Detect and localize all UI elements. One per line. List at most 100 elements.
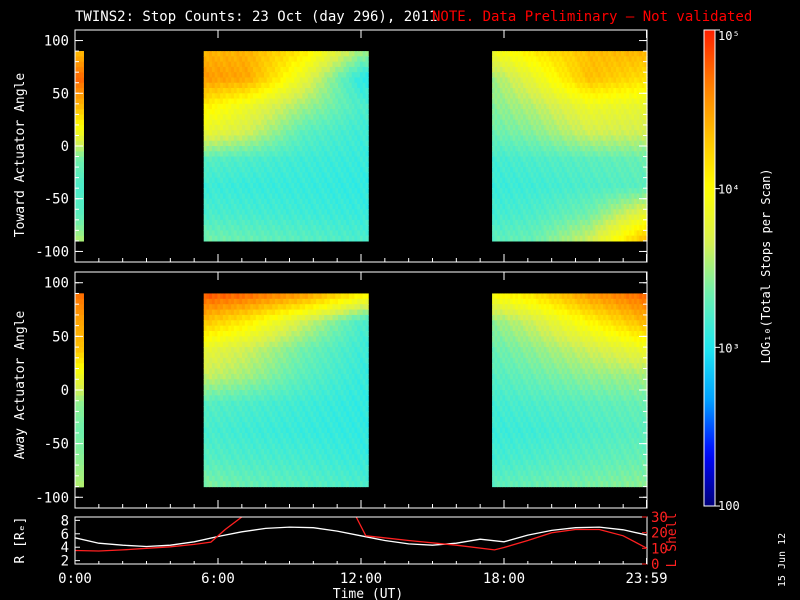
heatmap-cell — [211, 204, 216, 210]
heatmap-cell — [321, 124, 325, 131]
heatmap-cell — [294, 167, 298, 173]
heatmap-cell — [365, 219, 369, 226]
heatmap-cell — [533, 88, 537, 94]
heatmap-cell — [535, 209, 540, 216]
heatmap-cell — [250, 119, 254, 126]
heatmap-cell — [274, 235, 279, 242]
heatmap-cell — [354, 167, 358, 173]
heatmap-cell — [340, 98, 345, 105]
heatmap-cell — [497, 219, 501, 226]
heatmap-cell — [525, 130, 529, 137]
heatmap-cell — [220, 198, 224, 205]
heatmap-cell — [274, 230, 279, 237]
heatmap-cell — [359, 140, 364, 147]
heatmap-cell — [239, 61, 243, 68]
heatmap-cell — [220, 177, 224, 184]
heatmap-cell — [209, 219, 213, 226]
heatmap-cell — [329, 72, 334, 79]
heatmap-cell — [253, 88, 257, 94]
heatmap-cell — [359, 56, 364, 63]
heatmap-cell — [335, 93, 339, 100]
heatmap-cell — [316, 82, 320, 89]
heatmap-cell — [269, 114, 273, 121]
heatmap-cell — [211, 156, 216, 163]
heatmap-cell — [285, 88, 290, 94]
heatmap-cell — [343, 124, 347, 131]
heatmap-cell — [291, 172, 295, 179]
heatmap-cell — [266, 135, 271, 142]
heatmap-cell — [530, 161, 534, 168]
heatmap-cell — [209, 177, 213, 184]
heatmap-cell — [269, 109, 273, 115]
heatmap-cell — [533, 156, 537, 163]
heatmap-cell — [492, 119, 496, 126]
heatmap-cell — [504, 172, 509, 179]
heatmap-cell — [525, 161, 529, 168]
heatmap-cell — [533, 124, 537, 131]
heatmap-cell — [497, 130, 501, 137]
heatmap-cell — [266, 198, 271, 205]
heatmap-cell — [332, 56, 336, 63]
heatmap-cell — [354, 103, 358, 110]
heatmap-cell — [517, 124, 522, 131]
heatmap-cell — [272, 230, 276, 237]
heatmap-cell — [307, 88, 312, 94]
heatmap-cell — [288, 193, 293, 200]
heatmap-cell — [233, 193, 238, 200]
heatmap-cell — [277, 61, 282, 68]
heatmap-cell — [247, 167, 251, 173]
heatmap-cell — [269, 156, 273, 163]
heatmap-cell — [499, 230, 504, 237]
heatmap-cell — [209, 82, 213, 89]
heatmap-cell — [318, 93, 323, 100]
heatmap-cell — [492, 177, 496, 184]
heatmap-cell — [288, 72, 293, 79]
heatmap-cell — [327, 119, 331, 126]
heatmap-cell — [214, 72, 218, 79]
heatmap-cell — [510, 51, 514, 57]
heatmap-cell — [266, 182, 271, 189]
heatmap-cell — [225, 98, 229, 105]
heatmap-cell — [354, 135, 358, 142]
heatmap-cell — [211, 219, 216, 226]
heatmap-cell — [343, 61, 347, 68]
heatmap-cell — [255, 214, 260, 221]
heatmap-cell — [269, 198, 273, 205]
heatmap-cell — [83, 214, 84, 221]
heatmap-cell — [512, 161, 516, 168]
heatmap-cell — [255, 103, 260, 110]
heatmap-cell — [209, 230, 213, 237]
heatmap-cell — [510, 61, 514, 68]
heatmap-cell — [497, 72, 501, 79]
heatmap-cell — [310, 172, 314, 179]
heatmap-cell — [499, 209, 504, 216]
heatmap-cell — [338, 66, 342, 73]
heatmap-cell — [261, 209, 265, 216]
heatmap-cell — [294, 119, 298, 126]
heatmap-cell — [296, 151, 301, 158]
heatmap-cell — [242, 114, 246, 121]
heatmap-cell — [261, 103, 265, 110]
heatmap-cell — [247, 61, 251, 68]
heatmap-cell — [269, 61, 273, 68]
heatmap-cell — [327, 93, 331, 100]
heatmap-cell — [294, 156, 298, 163]
heatmap-cell — [225, 51, 229, 57]
heatmap-cell — [528, 119, 532, 126]
heatmap-cell — [492, 109, 496, 115]
heatmap-cell — [354, 182, 358, 189]
heatmap-cell — [512, 103, 516, 110]
heatmap-cell — [239, 98, 243, 105]
heatmap-cell — [499, 214, 504, 221]
heatmap-cell — [217, 119, 221, 126]
heatmap-cell — [324, 72, 328, 79]
heatmap-cell — [348, 167, 353, 173]
heatmap-cell — [329, 124, 334, 131]
heatmap-cell — [515, 235, 519, 242]
heatmap-cell — [266, 214, 271, 221]
heatmap-cell — [291, 225, 295, 231]
heatmap-cell — [517, 214, 522, 221]
heatmap-cell — [220, 230, 224, 237]
heatmap-cell — [203, 235, 208, 242]
heatmap-cell — [538, 130, 542, 137]
